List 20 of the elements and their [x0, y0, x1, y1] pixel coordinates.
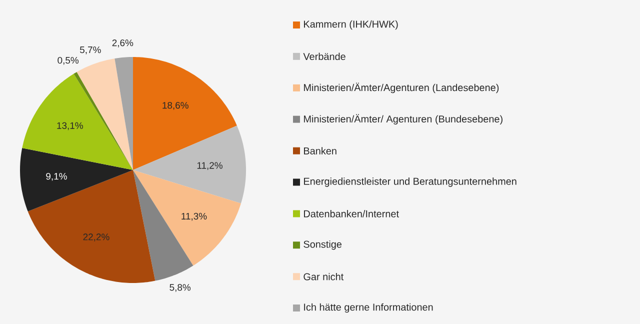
- legend-label: Verbände: [303, 52, 346, 60]
- data-label: 0,5%: [58, 56, 79, 65]
- legend-label: Sonstige: [304, 240, 342, 250]
- data-label: 2,6%: [112, 40, 134, 48]
- legend-label: Ministerien/Ämter/Agenturen (Landesebene): [304, 82, 499, 94]
- data-label: 22,2%: [83, 234, 110, 242]
- legend-label: Energiedienstleister und Beratungsunternehmen: [304, 178, 516, 187]
- legend-label: Gar nicht: [304, 272, 344, 280]
- data-label: 9,1%: [46, 172, 67, 181]
- legend-label: Ich hätte gerne Informationen: [304, 303, 433, 313]
- data-label: 5,7%: [80, 46, 101, 54]
- legend-label: Ministerien/Ämter/ Agenturen (Bundesebene): [304, 114, 502, 124]
- data-label: 18,6%: [162, 102, 188, 110]
- data-label: 11,2%: [197, 162, 222, 170]
- data-label: 5,8%: [170, 284, 191, 292]
- legend-label: Kammern (IHK/HWK): [304, 20, 398, 30]
- data-label: 11,3%: [182, 212, 207, 221]
- data-label: 13,1%: [57, 122, 83, 130]
- legend-label: Datenbanken/Internet: [304, 210, 399, 218]
- legend-label: Banken: [304, 147, 336, 154]
